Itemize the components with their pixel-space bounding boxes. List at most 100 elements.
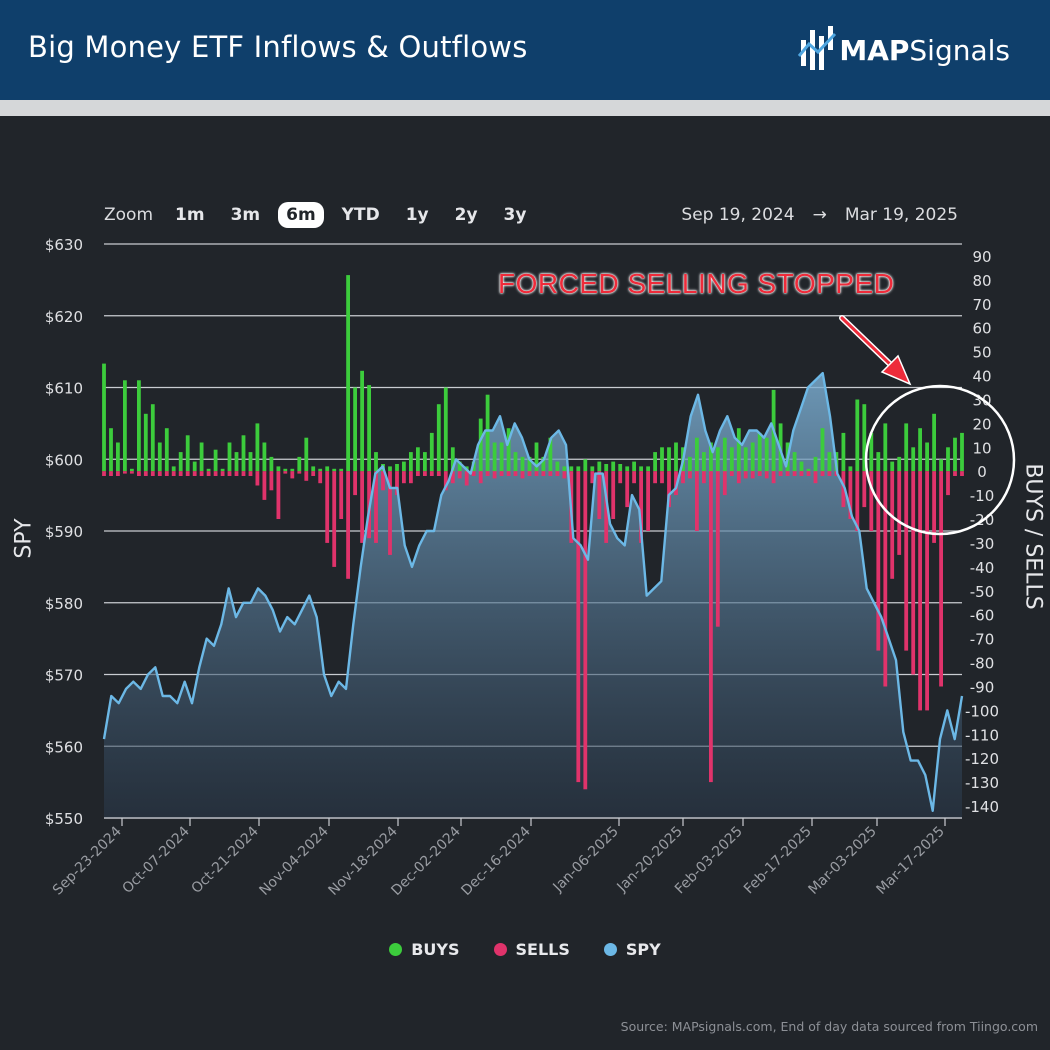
x-tick-label: Oct-21-2024 xyxy=(188,823,261,896)
buy-bar xyxy=(395,464,399,472)
right-tick-label: -140 xyxy=(965,798,999,816)
left-tick-label: $620 xyxy=(45,308,83,326)
zoom-3m-button[interactable]: 3m xyxy=(230,205,261,225)
zoom-1y-button[interactable]: 1y xyxy=(405,205,429,225)
sells-dot-icon xyxy=(493,943,507,956)
sell-bar xyxy=(311,471,316,476)
buy-bar xyxy=(799,461,804,472)
sell-bar xyxy=(534,471,539,476)
right-tick-label: -60 xyxy=(970,607,995,625)
sell-bar xyxy=(450,471,455,484)
buy-bar xyxy=(918,428,922,472)
buy-bar xyxy=(953,437,957,472)
right-tick-label: -120 xyxy=(965,750,999,768)
sell-bar xyxy=(290,471,295,479)
sell-bar xyxy=(604,471,609,543)
buy-bar xyxy=(429,432,434,472)
buy-bar xyxy=(241,435,246,472)
sell-bar xyxy=(388,471,392,555)
legend-sells[interactable]: SELLS xyxy=(493,940,570,959)
zoom-1m-button[interactable]: 1m xyxy=(175,205,205,225)
buy-bar xyxy=(346,275,350,472)
sell-bar xyxy=(925,471,929,711)
sell-bar xyxy=(381,471,385,491)
zoom-6m-button[interactable]: 6m xyxy=(278,202,324,228)
sell-bar xyxy=(269,471,274,491)
left-tick-label: $560 xyxy=(45,738,83,756)
sell-bar xyxy=(681,471,685,484)
sell-bar xyxy=(771,471,776,484)
sell-bar xyxy=(855,471,860,531)
chart-legend: BUYS SELLS SPY xyxy=(0,940,1050,959)
buy-bar xyxy=(332,468,337,472)
sell-bar xyxy=(541,471,546,476)
sell-bar xyxy=(164,471,169,476)
right-tick-label: 60 xyxy=(972,320,991,338)
right-tick-label: 10 xyxy=(972,439,991,457)
zoom-2y-button[interactable]: 2y xyxy=(454,205,478,225)
zoom-ytd-button[interactable]: YTD xyxy=(341,205,380,225)
buy-bar xyxy=(827,452,832,472)
buy-bar xyxy=(492,442,497,472)
right-tick-label: -100 xyxy=(965,702,999,720)
buy-bar xyxy=(618,464,623,472)
buy-bar xyxy=(157,442,162,472)
sell-bar xyxy=(123,471,127,474)
range-to[interactable]: Mar 19, 2025 xyxy=(844,205,958,225)
buy-bar xyxy=(576,466,581,472)
sell-bar xyxy=(457,471,462,479)
sell-bar xyxy=(597,471,602,519)
logo-icon xyxy=(798,26,837,70)
sell-bar xyxy=(715,471,720,627)
buy-bar xyxy=(869,432,874,472)
sell-bar xyxy=(862,471,867,508)
buy-bar xyxy=(534,442,539,472)
sell-bar xyxy=(130,471,134,474)
sell-bar xyxy=(276,471,281,519)
sell-bar xyxy=(576,471,581,783)
buy-bar xyxy=(339,468,344,472)
sell-bar xyxy=(639,471,643,543)
x-tick-label: Oct-07-2024 xyxy=(119,823,192,896)
range-from[interactable]: Sep 19, 2024 xyxy=(681,205,795,225)
sell-bar xyxy=(590,471,595,484)
buy-bar xyxy=(402,461,406,472)
right-tick-label: -80 xyxy=(970,655,995,673)
sell-bar xyxy=(374,471,378,543)
legend-spy[interactable]: SPY xyxy=(603,940,661,959)
buy-bar xyxy=(374,452,378,472)
sell-bar xyxy=(890,471,895,579)
buy-bar xyxy=(946,447,950,472)
legend-buys[interactable]: BUYS xyxy=(389,940,460,959)
buy-bar xyxy=(213,449,218,472)
sell-bar xyxy=(904,471,909,651)
x-tick-label: Mar-17-2025 xyxy=(874,824,948,898)
buy-bar xyxy=(548,437,553,472)
sell-bar xyxy=(206,471,211,476)
left-tick-label: $570 xyxy=(45,667,83,685)
buy-bar xyxy=(416,447,420,472)
buy-bar xyxy=(939,459,943,472)
buy-bar xyxy=(527,456,532,472)
buy-bar xyxy=(506,428,511,472)
mapsignals-logo: MAPSignals xyxy=(797,22,1010,78)
sell-bar xyxy=(688,471,692,479)
buy-bar xyxy=(541,456,546,472)
buy-bar xyxy=(925,442,929,472)
buy-bar xyxy=(736,428,741,472)
sell-bar xyxy=(820,471,825,476)
right-tick-label: -90 xyxy=(970,678,995,696)
sell-bar xyxy=(883,471,888,687)
zoom-3y-button[interactable]: 3y xyxy=(503,205,527,225)
buy-bar xyxy=(562,466,567,472)
buy-bar xyxy=(904,423,909,472)
sell-bar xyxy=(499,471,504,476)
buy-bar xyxy=(311,466,316,472)
buy-bar xyxy=(653,452,657,472)
annotation-arrow-head-icon xyxy=(880,354,912,386)
sell-bar xyxy=(625,471,630,508)
buy-bar xyxy=(143,413,148,472)
right-tick-label: 70 xyxy=(972,296,991,314)
sell-bar xyxy=(492,471,497,479)
